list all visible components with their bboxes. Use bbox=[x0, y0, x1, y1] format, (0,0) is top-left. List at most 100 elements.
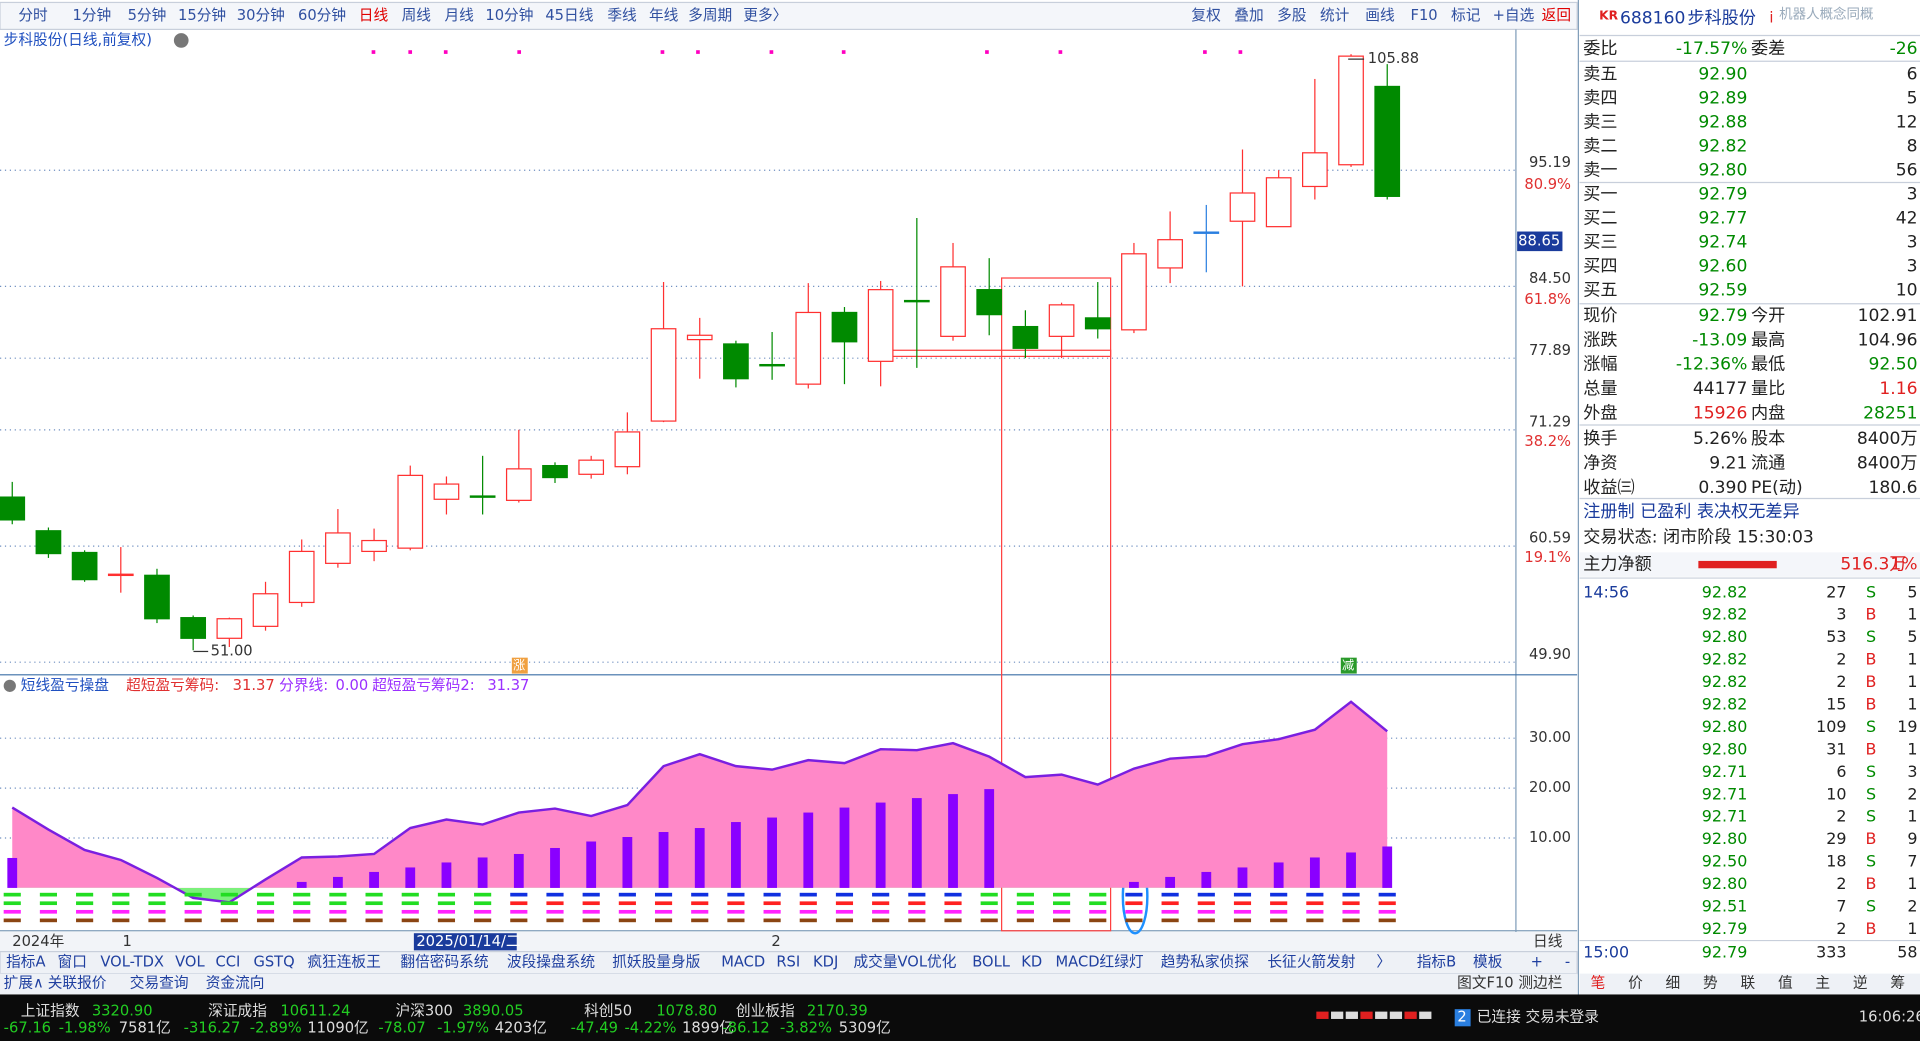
quote-tab[interactable]: 细 bbox=[1666, 974, 1681, 991]
period-tab[interactable]: 15分钟 bbox=[178, 7, 226, 24]
indicator-tab[interactable]: VOL-TDX bbox=[100, 954, 164, 971]
period-tab[interactable]: 更多〉 bbox=[743, 7, 787, 24]
book-price: 92.80 bbox=[1698, 161, 1747, 181]
period-tab[interactable]: 60分钟 bbox=[298, 7, 346, 24]
indicator-tab[interactable]: 趋势私家侦探 bbox=[1161, 954, 1249, 971]
tool-button[interactable]: 多股 bbox=[1277, 7, 1307, 24]
period-tab[interactable]: 年线 bbox=[649, 7, 679, 24]
signal-dash bbox=[1342, 901, 1360, 906]
tool-button[interactable]: 统计 bbox=[1320, 7, 1350, 24]
signal-dash bbox=[474, 901, 492, 906]
indicator-tab[interactable]: KDJ bbox=[813, 954, 838, 971]
signal-dash bbox=[980, 901, 998, 906]
indicator-tab[interactable]: VOL bbox=[175, 954, 205, 971]
period-tab[interactable]: 5分钟 bbox=[128, 7, 167, 24]
side-tab[interactable]: 图文F10 bbox=[1457, 974, 1514, 991]
indicator-tab[interactable]: 指标B bbox=[1417, 954, 1456, 971]
date-axis bbox=[0, 932, 1578, 952]
quote-tab[interactable]: 笔 bbox=[1591, 974, 1606, 991]
tick-price: 92.82 bbox=[1702, 605, 1748, 624]
panel-tab[interactable]: 关联报价 bbox=[48, 974, 107, 991]
quote-tab[interactable]: 筹 bbox=[1890, 974, 1905, 991]
panel-tab[interactable]: 交易查询 bbox=[130, 973, 189, 991]
indicator-tab[interactable]: 指标A bbox=[6, 954, 45, 971]
indicator-tab[interactable]: MACD红绿灯 bbox=[1056, 954, 1144, 971]
tool-button[interactable]: 叠加 bbox=[1234, 7, 1263, 24]
tick-count: 1 bbox=[1907, 605, 1917, 624]
tool-button[interactable]: 标记 bbox=[1451, 7, 1481, 24]
quote-cell: 委比 bbox=[1583, 39, 1617, 59]
tool-button[interactable]: 复权 bbox=[1191, 6, 1221, 24]
indicator-bar bbox=[694, 828, 705, 888]
indicator-tab[interactable]: 模板 bbox=[1473, 953, 1503, 971]
signal-dash bbox=[256, 918, 275, 923]
close-tick: 58 bbox=[1897, 942, 1917, 961]
signal-dash bbox=[1089, 909, 1107, 914]
period-tab[interactable]: 30分钟 bbox=[237, 7, 285, 24]
period-tab[interactable]: 分时 bbox=[18, 7, 48, 24]
quote-tab[interactable]: 联 bbox=[1740, 974, 1755, 991]
indicator-bar bbox=[839, 807, 850, 888]
signal-dash bbox=[76, 909, 94, 914]
period-tab[interactable]: 45日线 bbox=[545, 7, 593, 24]
tool-button[interactable]: 画线 bbox=[1365, 7, 1395, 24]
signal-dash bbox=[1053, 918, 1071, 923]
period-tab[interactable]: 多周期 bbox=[688, 7, 732, 24]
indicator-bar bbox=[333, 876, 343, 888]
signal-dot bbox=[408, 50, 413, 54]
tick-volume: 2 bbox=[1836, 919, 1846, 938]
indicator-tab[interactable]: + bbox=[1531, 954, 1543, 971]
signal-dash bbox=[112, 909, 130, 914]
period-tab[interactable]: 季线 bbox=[607, 7, 637, 24]
indicator-tab[interactable]: 成交量VOL优化 bbox=[853, 953, 956, 971]
stat-cell: 外盘 bbox=[1583, 403, 1617, 423]
signal-dash bbox=[148, 909, 166, 914]
period-tab[interactable]: 1分钟 bbox=[72, 7, 111, 24]
quote-tab[interactable]: 逆 bbox=[1853, 974, 1868, 991]
legend-value: 31.37 bbox=[233, 677, 275, 694]
candle-body bbox=[469, 495, 496, 498]
indicator-tab[interactable]: 波段操盘系统 bbox=[507, 953, 595, 971]
period-tab[interactable]: 10分钟 bbox=[485, 7, 533, 24]
tick-price: 92.82 bbox=[1702, 695, 1748, 714]
period-tab[interactable]: 周线 bbox=[402, 7, 432, 24]
indicator-tab[interactable]: KD bbox=[1021, 954, 1042, 971]
tick-side: B bbox=[1866, 874, 1877, 893]
indicator-tab[interactable]: GSTQ bbox=[253, 954, 294, 971]
tool-button[interactable]: +自选 bbox=[1493, 7, 1535, 24]
indicator-tab[interactable]: 翻倍密码系统 bbox=[400, 954, 488, 971]
tick-volume: 2 bbox=[1836, 807, 1846, 826]
indicator-tab[interactable]: - bbox=[1565, 954, 1570, 971]
tool-button[interactable]: 返回 bbox=[1542, 7, 1571, 24]
stat-cell: -13.09 bbox=[1692, 330, 1747, 350]
quote-tab[interactable]: 价 bbox=[1628, 974, 1643, 991]
indicator-tab[interactable]: BOLL bbox=[972, 954, 1011, 971]
index-change: 7581亿 bbox=[119, 1020, 171, 1037]
candle-body bbox=[1157, 239, 1183, 269]
quote-tab[interactable]: 主 bbox=[1815, 974, 1830, 991]
signal-dash bbox=[1233, 918, 1252, 923]
period-tab[interactable]: 月线 bbox=[444, 7, 474, 24]
quote-tab[interactable]: 值 bbox=[1778, 974, 1793, 991]
quote-tab[interactable]: 势 bbox=[1703, 974, 1718, 991]
panel-tab[interactable]: 扩展∧ bbox=[4, 974, 44, 991]
candle-body bbox=[0, 496, 26, 521]
signal-dash bbox=[401, 892, 419, 897]
indicator-tab[interactable]: 〉 bbox=[1376, 954, 1391, 971]
tool-button[interactable]: F10 bbox=[1411, 7, 1438, 24]
indicator-tab[interactable]: 疯狂连板王 bbox=[307, 953, 380, 971]
tick-side: B bbox=[1866, 919, 1877, 938]
indicator-tab[interactable]: 窗口 bbox=[58, 953, 87, 971]
indicator-tab[interactable]: MACD bbox=[721, 954, 765, 971]
indicator-tab[interactable]: 长征火箭发射 bbox=[1267, 953, 1355, 971]
candle-body bbox=[1084, 317, 1111, 330]
indicator-tab[interactable]: RSI bbox=[776, 954, 800, 971]
indicator-tab[interactable]: 抓妖股量身版 bbox=[612, 954, 700, 971]
period-tab[interactable]: 日线 bbox=[359, 7, 389, 24]
panel-tab[interactable]: 资金流向 bbox=[206, 974, 265, 991]
side-tab[interactable]: 测边栏 bbox=[1518, 974, 1562, 991]
cursor-price-box bbox=[1517, 231, 1563, 252]
close-tick: 333 bbox=[1816, 942, 1846, 961]
indicator-tab[interactable]: CCI bbox=[216, 954, 241, 971]
signal-dash bbox=[654, 918, 673, 923]
